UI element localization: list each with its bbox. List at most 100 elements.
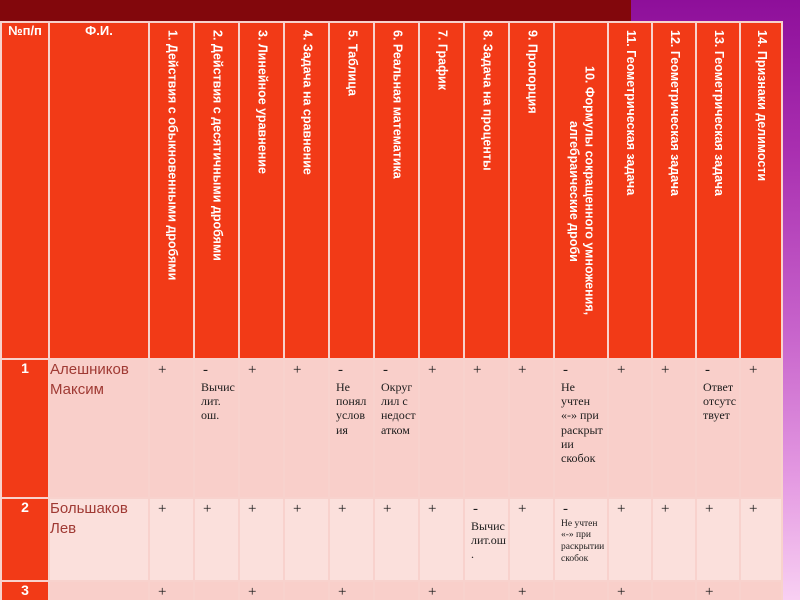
- table-row: 3 + + + + + + +: [0, 580, 783, 600]
- result-cell-task-8: [463, 580, 510, 600]
- result-cell-task-9: +: [508, 580, 555, 600]
- header-task-4: 4. Задача на сравнение: [283, 21, 330, 360]
- result-cell-task-14: +: [739, 497, 783, 582]
- result-mark: +: [293, 501, 302, 517]
- results-table: №п/п Ф.И. 1. Действия с обыкновенными др…: [0, 21, 783, 600]
- result-cell-task-12: [651, 580, 697, 600]
- header-task-label: 3. Линейное уравнение: [255, 30, 270, 174]
- header-task-6: 6. Реальная математика: [373, 21, 420, 360]
- result-mark: -: [338, 362, 343, 378]
- result-note: Не учтен «-» при раскрытии скобок: [561, 379, 603, 466]
- header-student-name: Ф.И.: [48, 21, 150, 360]
- table-row: 2 Большаков Лев + + + + + + + - Вычислит.ош. + - Не у…: [0, 497, 783, 582]
- result-mark: +: [338, 501, 347, 517]
- row-number: 3: [0, 580, 50, 600]
- header-task-9: 9. Пропорция: [508, 21, 555, 360]
- result-mark: +: [428, 362, 437, 378]
- result-mark: -: [203, 362, 208, 378]
- result-mark: +: [705, 584, 714, 600]
- result-mark: +: [617, 501, 626, 517]
- result-note: Вычислит. ош.: [201, 379, 235, 423]
- result-mark: -: [563, 501, 568, 517]
- header-task-label: 13. Геометрическая задача: [711, 30, 726, 196]
- row-number: 1: [0, 358, 50, 499]
- result-cell-task-13: +: [695, 497, 741, 582]
- result-mark: +: [749, 362, 758, 378]
- header-task-label: 14. Признаки делимости: [754, 30, 769, 182]
- result-cell-task-12: +: [651, 358, 697, 499]
- student-name: Большаков Лев: [48, 497, 150, 582]
- result-cell-task-3: +: [238, 358, 285, 499]
- result-cell-task-7: +: [418, 358, 465, 499]
- header-task-3: 3. Линейное уравнение: [238, 21, 285, 360]
- result-mark: +: [293, 362, 302, 378]
- result-cell-task-1: +: [148, 358, 195, 499]
- result-note: Не учтен «-» при раскрытии скобок: [561, 518, 605, 565]
- result-cell-task-7: +: [418, 497, 465, 582]
- result-cell-task-14: +: [739, 358, 783, 499]
- result-mark: +: [617, 362, 626, 378]
- result-mark: +: [248, 501, 257, 517]
- result-cell-task-5: +: [328, 580, 375, 600]
- result-mark: +: [248, 584, 257, 600]
- result-cell-task-7: +: [418, 580, 465, 600]
- result-mark: +: [661, 362, 670, 378]
- result-cell-task-10: - Не учтен «-» при раскрытии скобок: [553, 497, 609, 582]
- result-cell-task-9: +: [508, 497, 555, 582]
- result-cell-task-12: +: [651, 497, 697, 582]
- header-task-label: 11. Геометрическая задача: [623, 30, 638, 196]
- result-mark: +: [473, 362, 482, 378]
- result-mark: -: [705, 362, 710, 378]
- result-cell-task-1: +: [148, 580, 195, 600]
- result-mark: +: [158, 362, 167, 378]
- result-mark: +: [158, 584, 167, 600]
- result-cell-task-6: +: [373, 497, 420, 582]
- header-row: №п/п Ф.И. 1. Действия с обыкновенными др…: [0, 21, 783, 360]
- header-task-12: 12. Геометрическая задача: [651, 21, 697, 360]
- header-task-label: 7. График: [435, 30, 450, 90]
- result-cell-task-2: +: [193, 497, 240, 582]
- header-task-1: 1. Действия с обыкновенными дробями: [148, 21, 195, 360]
- result-mark: +: [661, 501, 670, 517]
- result-cell-task-10: [553, 580, 609, 600]
- header-task-label: 2. Действия с десятичными дробями: [210, 30, 225, 261]
- result-cell-task-5: - Не понял условия: [328, 358, 375, 499]
- row-number: 2: [0, 497, 50, 582]
- result-note: Не понял условия: [336, 379, 367, 437]
- result-mark: +: [518, 584, 527, 600]
- result-cell-task-4: [283, 580, 330, 600]
- result-mark: +: [705, 501, 714, 517]
- result-mark: +: [158, 501, 167, 517]
- result-cell-task-1: +: [148, 497, 195, 582]
- result-mark: -: [563, 362, 568, 378]
- result-cell-task-11: +: [607, 580, 653, 600]
- result-mark: +: [203, 501, 212, 517]
- result-mark: +: [518, 501, 527, 517]
- result-mark: -: [383, 362, 388, 378]
- result-cell-task-13: - Ответ отсутствует: [695, 358, 741, 499]
- header-task-label: 4. Задача на сравнение: [300, 30, 315, 175]
- top-maroon-bar: [0, 0, 631, 21]
- header-task-label: 6. Реальная математика: [390, 30, 405, 179]
- result-note: Округлил с недостатком: [381, 379, 416, 437]
- header-task-11: 11. Геометрическая задача: [607, 21, 653, 360]
- header-task-5: 5. Таблица: [328, 21, 375, 360]
- results-table-body: 1 Алешников Максим + - Вычислит. ош. + + - Не по…: [0, 358, 783, 600]
- result-mark: +: [248, 362, 257, 378]
- result-cell-task-4: +: [283, 358, 330, 499]
- result-cell-task-2: - Вычислит. ош.: [193, 358, 240, 499]
- result-cell-task-10: - Не учтен «-» при раскрытии скобок: [553, 358, 609, 499]
- result-note: Ответ отсутствует: [703, 379, 737, 423]
- result-mark: +: [428, 501, 437, 517]
- result-cell-task-3: +: [238, 580, 285, 600]
- result-cell-task-2: [193, 580, 240, 600]
- result-mark: +: [383, 501, 392, 517]
- result-cell-task-8: +: [463, 358, 510, 499]
- result-cell-task-9: +: [508, 358, 555, 499]
- header-task-13: 13. Геометрическая задача: [695, 21, 741, 360]
- header-task-label: 10. Формулы сокращенного умножения, алге…: [567, 66, 597, 316]
- header-task-label: 8. Задача на проценты: [480, 30, 495, 171]
- table-row: 1 Алешников Максим + - Вычислит. ош. + + - Не по…: [0, 358, 783, 499]
- header-task-label: 12. Геометрическая задача: [667, 30, 682, 196]
- header-task-2: 2. Действия с десятичными дробями: [193, 21, 240, 360]
